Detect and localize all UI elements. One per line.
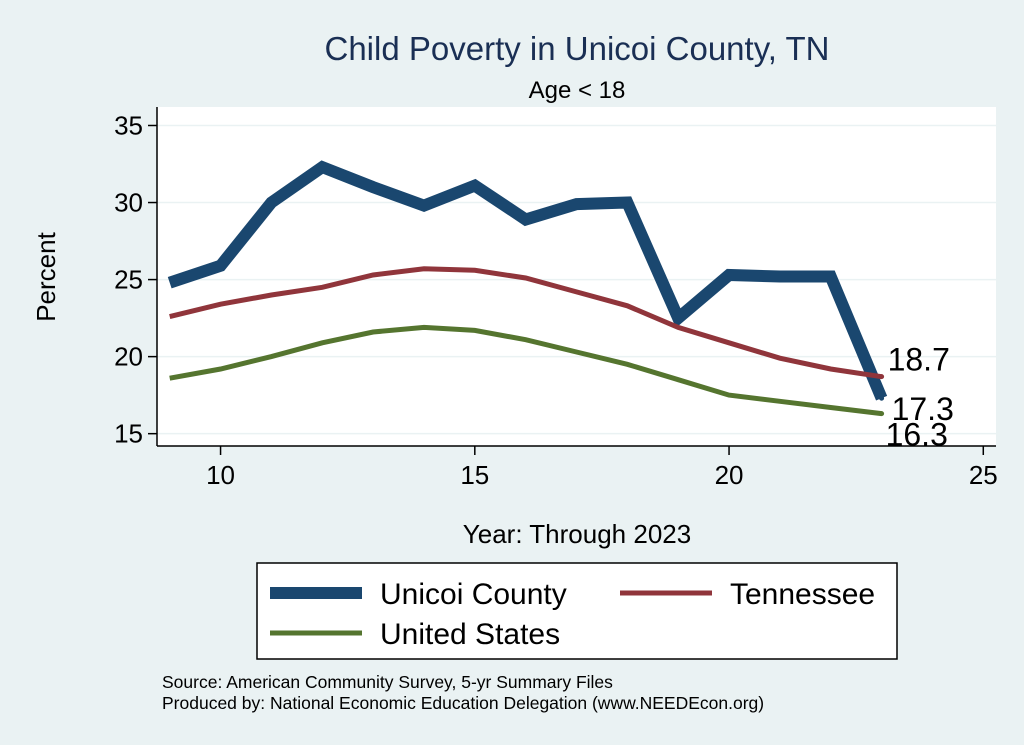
plot-area (157, 107, 996, 446)
y-axis-title: Percent (31, 231, 61, 321)
end-label-unicoi: 17.3 (892, 391, 954, 427)
y-tick-label-20: 20 (114, 342, 143, 372)
legend-item-united-states: United States (270, 618, 560, 651)
producer-note: Produced by: National Economic Education… (162, 693, 764, 713)
end-point-tennessee (879, 374, 885, 380)
x-tick-label-20: 20 (715, 460, 744, 490)
legend-label-united-states: United States (380, 618, 560, 651)
x-tick-label-10: 10 (206, 460, 235, 490)
x-tick-label-25: 25 (969, 460, 998, 490)
x-tick-label-15: 15 (460, 460, 489, 490)
x-axis-title: Year: Through 2023 (463, 519, 691, 549)
grid-lines (157, 124, 996, 435)
end-point-united-states (879, 411, 885, 417)
series-layer (167, 160, 888, 417)
chart-subtitle: Age < 18 (529, 77, 626, 104)
end-point-unicoi (879, 395, 885, 401)
series-line-united-states (169, 324, 882, 417)
y-tick-label-30: 30 (114, 188, 143, 218)
series-line-tennessee (169, 266, 882, 380)
x-ticks: 10 15 20 25 (206, 446, 998, 490)
source-note: Source: American Community Survey, 5-yr … (162, 672, 613, 692)
end-labels: 17.3 18.7 16.3 (879, 342, 954, 453)
y-tick-label-15: 15 (114, 419, 143, 449)
legend-item-tennessee: Tennessee (620, 578, 875, 611)
legend-item-unicoi: Unicoi County (270, 578, 567, 611)
y-tick-label-35: 35 (114, 110, 143, 140)
series-line-unicoi (167, 160, 888, 401)
chart-title: Child Poverty in Unicoi County, TN (325, 30, 830, 67)
legend-label-unicoi: Unicoi County (380, 578, 567, 611)
legend-box (256, 562, 898, 660)
legend-label-tennessee: Tennessee (730, 578, 875, 611)
y-ticks: 15 20 25 30 35 (114, 110, 157, 449)
end-label-tennessee: 18.7 (888, 342, 950, 378)
y-tick-label-25: 25 (114, 265, 143, 295)
end-label-united-states: 16.3 (886, 417, 948, 453)
